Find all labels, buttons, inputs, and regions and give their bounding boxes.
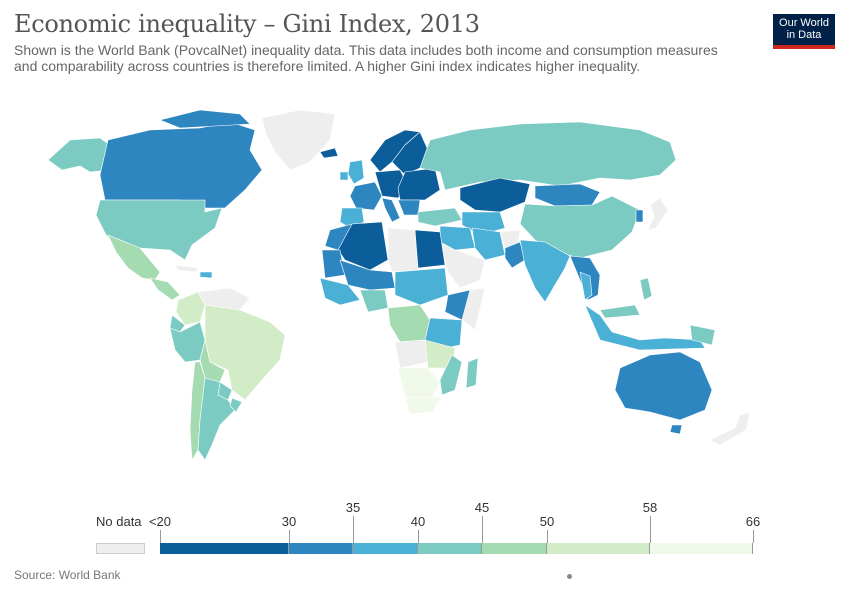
region-india[interactable] [519, 239, 571, 303]
legend-bin-3[interactable] [418, 543, 482, 554]
region-ireland[interactable] [339, 171, 349, 181]
owid-logo[interactable]: Our World in Data [773, 14, 835, 49]
legend-tick-line [753, 530, 754, 543]
legend-tick-line [418, 530, 419, 543]
region-mozambique[interactable] [439, 354, 463, 396]
region-thailand[interactable] [579, 271, 593, 301]
legend-tick-line [353, 516, 354, 543]
legend-bin-6[interactable] [650, 543, 753, 554]
legend-no-data-label: No data [96, 514, 142, 529]
chart-title: Economic inequality – Gini Index, 2013 [14, 10, 480, 38]
legend-tick-line [160, 530, 161, 543]
region-tasmania[interactable] [669, 424, 683, 435]
region-west-coast[interactable] [319, 277, 361, 306]
legend-bin-5[interactable] [547, 543, 650, 554]
legend-tick-label: 35 [345, 500, 361, 515]
region-argentina[interactable] [197, 377, 236, 461]
region-united-kingdom[interactable] [347, 159, 365, 185]
chart-subtitle: Shown is the World Bank (PovcalNet) ineq… [14, 42, 718, 74]
legend-tick-line [289, 530, 290, 543]
region-nigeria[interactable] [359, 289, 389, 313]
region-angola[interactable] [394, 339, 429, 369]
region-philippines[interactable] [639, 277, 653, 301]
region-libya[interactable] [387, 227, 419, 273]
region-canada[interactable] [99, 121, 263, 209]
region-china[interactable] [519, 195, 641, 259]
region-somalia[interactable] [461, 287, 486, 331]
logo-line-2: in Data [786, 29, 822, 41]
legend-tick-line [547, 530, 548, 543]
region-united-states[interactable] [95, 199, 223, 261]
region-madagascar[interactable] [465, 357, 479, 389]
region-turkey[interactable] [417, 207, 463, 227]
source-note: Source: World Bank [14, 568, 121, 582]
region-russia[interactable] [419, 121, 677, 191]
region-japan[interactable] [647, 197, 669, 231]
legend-bin-2[interactable] [353, 543, 418, 554]
region-france[interactable] [349, 181, 383, 211]
region-namibia-botswana[interactable] [397, 367, 441, 399]
region-pakistan[interactable] [504, 241, 526, 269]
region-south-africa[interactable] [404, 395, 443, 415]
region-hispaniola[interactable] [199, 271, 213, 279]
legend-bin-4[interactable] [482, 543, 547, 554]
legend-bin-0[interactable] [160, 543, 289, 554]
region-australia[interactable] [614, 351, 713, 421]
legend-tick-label: 40 [410, 514, 426, 529]
region-arabia[interactable] [439, 241, 486, 289]
region-balkans[interactable] [397, 199, 421, 216]
region-central-america[interactable] [149, 277, 181, 301]
region-uruguay[interactable] [229, 397, 243, 413]
legend-tick-label: 50 [539, 514, 555, 529]
region-korea[interactable] [635, 209, 644, 223]
region-iceland[interactable] [319, 147, 339, 159]
region-indonesia[interactable] [584, 304, 706, 351]
legend-tick-line [482, 516, 483, 543]
world-map[interactable] [0, 100, 850, 470]
legend-no-data-swatch[interactable] [96, 543, 145, 554]
region-canada-islands[interactable] [159, 109, 251, 129]
logo-line-1: Our World [779, 17, 829, 29]
region-malaysia[interactable] [599, 304, 641, 319]
region-egypt[interactable] [414, 229, 446, 269]
region-italy[interactable] [381, 197, 401, 223]
region-cuba[interactable] [174, 264, 199, 273]
legend-tick-line [650, 516, 651, 543]
region-chad-sudan[interactable] [394, 267, 449, 306]
region-central-africa[interactable] [387, 304, 431, 343]
region-papua[interactable] [689, 324, 716, 346]
legend-tick-label: 66 [745, 514, 761, 529]
region-venezuela-guianas[interactable] [197, 287, 251, 311]
legend-tick-label: 45 [474, 500, 490, 515]
region-iran[interactable] [471, 227, 506, 261]
region-mongolia[interactable] [534, 183, 601, 207]
legend-bin-1[interactable] [289, 543, 353, 554]
color-legend: No data <20 30 35 40 45 50 58 66 [0, 500, 850, 560]
legend-tick-label: 30 [281, 514, 297, 529]
legend-tick-label: 58 [642, 500, 658, 515]
legend-tick-label: <20 [148, 514, 172, 529]
region-kazakhstan[interactable] [459, 177, 531, 213]
region-alaska[interactable] [47, 137, 111, 173]
timeline-dot[interactable] [567, 574, 572, 579]
region-new-zealand[interactable] [709, 411, 751, 446]
region-greenland[interactable] [261, 109, 336, 171]
